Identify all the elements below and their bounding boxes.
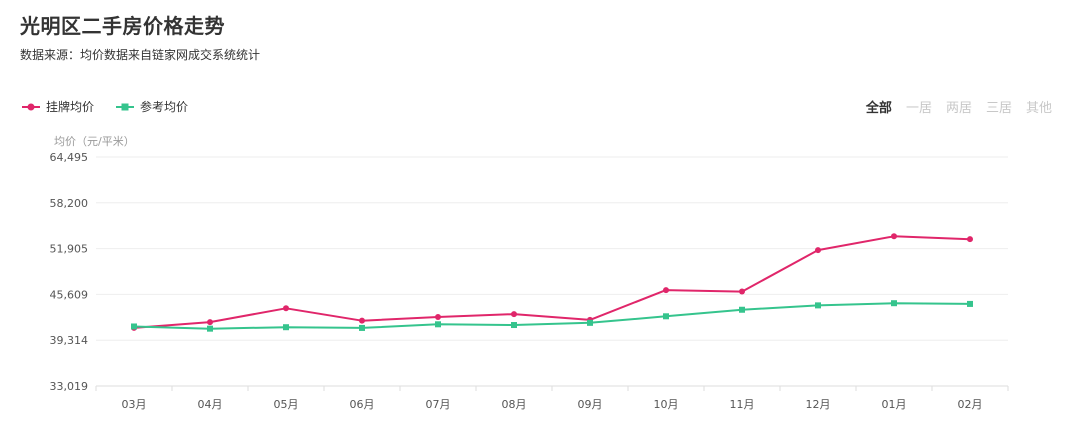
legend-swatch-square-icon [116,103,135,110]
data-point-reference [207,325,213,332]
data-point-reference [511,322,517,329]
x-tick-label: 10月 [654,398,679,411]
x-tick-label: 08月 [502,398,527,411]
data-point-reference [967,300,973,307]
x-tick-label: 12月 [806,398,831,411]
y-tick-label: 39,314 [50,334,89,347]
data-point-reference [739,306,745,313]
data-point-listing [511,311,517,318]
data-point-listing [663,287,669,294]
data-point-listing [967,236,973,243]
legend-item-listing[interactable]: 挂牌均价 [22,98,94,115]
data-point-reference [435,321,441,328]
y-tick-label: 45,609 [50,288,89,301]
legend-label-reference: 参考均价 [140,100,189,114]
data-point-reference [891,300,897,307]
chart-legend: 挂牌均价 参考均价 [22,98,210,115]
series-line-listing [133,235,971,329]
data-point-reference [587,319,593,326]
legend-label-listing: 挂牌均价 [46,100,95,114]
tab-one-bedroom[interactable]: 一居 [905,101,932,116]
x-tick-label: 04月 [198,398,223,411]
room-type-filter: 全部 一居 两居 三居 其他 [852,97,1052,116]
y-tick-label: 33,019 [50,380,89,393]
data-point-reference [663,313,669,320]
page-title: 光明区二手房价格走势 [20,14,225,38]
x-tick-label: 06月 [350,398,375,411]
data-point-listing [891,233,897,240]
legend-item-reference[interactable]: 参考均价 [116,98,188,115]
tab-all[interactable]: 全部 [865,101,892,116]
y-tick-label: 64,495 [50,151,89,164]
y-axis-label: 均价（元/平米） [54,135,135,148]
y-tick-label: 58,200 [50,197,89,210]
data-point-listing [359,317,365,324]
x-tick-label: 11月 [730,398,755,411]
data-point-listing [435,314,441,321]
y-tick-label: 51,905 [50,243,89,256]
data-point-reference [359,324,365,331]
data-point-listing [207,319,213,326]
series-line-reference [133,302,971,330]
data-point-listing [815,247,821,254]
data-point-reference [815,302,821,309]
tab-two-bedroom[interactable]: 两居 [945,101,972,116]
x-tick-label: 05月 [274,398,299,411]
tab-three-bedroom[interactable]: 三居 [985,101,1012,116]
data-point-reference [283,324,289,331]
data-source-note: 数据来源：均价数据来自链家网成交系统统计 [20,48,261,62]
data-point-listing [283,305,289,312]
x-tick-label: 02月 [958,398,983,411]
data-point-listing [739,288,745,295]
x-tick-label: 01月 [882,398,907,411]
data-point-reference [131,323,137,330]
x-tick-label: 09月 [578,398,603,411]
x-tick-label: 07月 [426,398,451,411]
tab-other[interactable]: 其他 [1025,101,1052,116]
legend-swatch-circle-icon [22,103,40,110]
x-tick-label: 03月 [122,398,147,411]
